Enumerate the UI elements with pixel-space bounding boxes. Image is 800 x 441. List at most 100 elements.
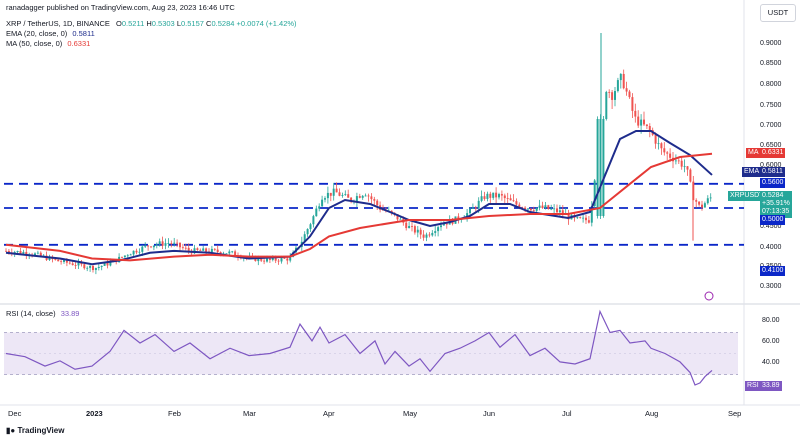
candle-body [274, 257, 277, 261]
candle-body [234, 251, 237, 256]
ma-legend: MA (50, close, 0) 0.6331 [6, 39, 90, 48]
candle-body [373, 199, 376, 201]
price-tick: 0.4500 [760, 223, 782, 230]
candle-body [579, 217, 582, 219]
candle-body [126, 255, 129, 257]
candle-body [669, 153, 672, 158]
tradingview-brand: TradingView [17, 426, 65, 435]
price-tick: 0.4000 [760, 244, 782, 251]
ohlc-low-label: L [176, 19, 181, 28]
ema-legend: EMA (20, close, 0) 0.5811 [6, 29, 95, 38]
candle-body [231, 251, 234, 253]
candle-body [60, 261, 63, 263]
candle-body [7, 250, 10, 253]
candle-body [547, 205, 550, 209]
candle-body [219, 252, 222, 255]
candle-body [350, 197, 353, 202]
price-badge: 0.5284 +35.91% 07:13:35 [760, 191, 792, 218]
candle-body [663, 148, 666, 153]
candle-body [529, 208, 532, 211]
candle-body [425, 234, 428, 238]
ma-legend-value: 0.6331 [67, 39, 91, 48]
candle-body [419, 229, 422, 235]
level-mid-badge: 0.5000 [760, 215, 786, 225]
candle-body [541, 205, 544, 208]
candle-body [5, 250, 7, 252]
candle-body [347, 194, 350, 198]
candle-body [63, 259, 65, 262]
candle-body [361, 195, 364, 198]
candle-body [228, 251, 231, 254]
candle-body [326, 192, 329, 199]
candle-body [184, 247, 187, 249]
candle-body [550, 208, 553, 210]
candle-body [34, 253, 36, 256]
candle-body [358, 196, 361, 198]
candle-body [611, 92, 614, 100]
candle-body [437, 227, 440, 232]
candle-body [100, 265, 103, 267]
candle-body [582, 217, 585, 219]
rsi-tick: 60.00 [762, 338, 780, 345]
candle-body [535, 207, 538, 211]
candle-body [489, 193, 492, 198]
candle-body [677, 160, 680, 162]
price-tick: 0.9000 [760, 40, 782, 47]
candle-body [486, 193, 489, 199]
candle-body [553, 208, 556, 210]
candle-body [132, 250, 135, 255]
candle-body [65, 259, 68, 263]
candle-body [321, 199, 324, 207]
candle-body [495, 192, 498, 198]
candle-body [657, 143, 660, 145]
candle-body [585, 217, 587, 221]
candle-body [518, 204, 521, 208]
candle-body [89, 265, 92, 268]
candle-body [695, 200, 698, 202]
candle-body [500, 194, 503, 196]
candle-body [155, 244, 158, 246]
rsi-tick: 80.00 [762, 317, 780, 324]
time-tick: Jul [562, 409, 572, 418]
candle-body [515, 201, 518, 205]
candle-body [277, 260, 280, 262]
candle-body [355, 196, 358, 202]
candle-body [103, 262, 106, 266]
candle-body [503, 195, 506, 199]
candle-body [263, 260, 266, 262]
candle-body [622, 73, 625, 89]
candle-body [283, 258, 286, 259]
candle-body [367, 195, 370, 197]
candle-body [593, 180, 596, 207]
rsi-tick: 40.00 [762, 359, 780, 366]
rsi-line [5, 309, 713, 386]
candle-body [666, 152, 669, 154]
candle-body [640, 119, 643, 126]
candle-body [74, 265, 77, 266]
candle-body [509, 198, 512, 201]
price-tick: 0.3000 [760, 283, 782, 290]
candle-body [634, 110, 637, 117]
candle-body [396, 214, 399, 220]
candle-body [161, 241, 164, 246]
ohlc-high: 0.5303 [151, 19, 175, 28]
candle-body [68, 262, 71, 264]
price-change-pct: +35.91% [762, 200, 790, 207]
candle-body [683, 166, 686, 168]
candle-body [376, 200, 379, 206]
candle-body [123, 255, 126, 258]
candle-body [445, 223, 448, 225]
ma-value-badge: 0.6331 [760, 148, 786, 158]
candle-body [147, 245, 150, 247]
currency-button[interactable]: USDT [760, 4, 796, 22]
ohlc-high-label: H [146, 19, 152, 28]
time-tick: Feb [168, 409, 181, 418]
candle-body [474, 207, 477, 209]
ema-legend-value: 0.5811 [72, 29, 95, 38]
candle-body [341, 194, 344, 196]
candle-body [80, 262, 83, 265]
time-tick: Jun [483, 409, 496, 418]
ema-value-badge: 0.5811 [760, 167, 785, 177]
candle-body [698, 201, 701, 205]
candle-body [442, 223, 445, 226]
